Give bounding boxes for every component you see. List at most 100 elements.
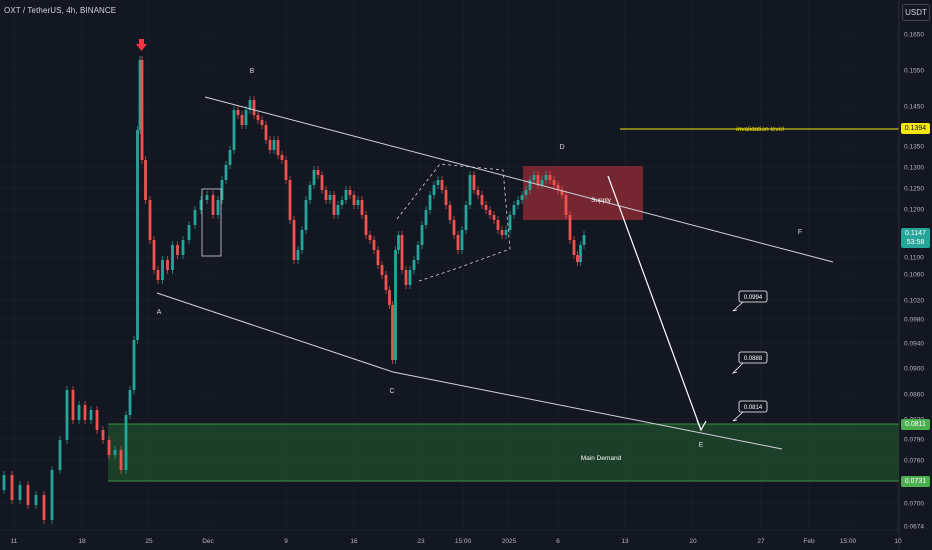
candle-body xyxy=(77,405,81,420)
candle-body xyxy=(288,180,292,220)
price-tick-label: 0.1020 xyxy=(904,298,924,305)
candle-body xyxy=(181,240,185,255)
candle-body xyxy=(412,260,416,270)
candle-body xyxy=(504,230,508,235)
candle-body xyxy=(140,60,144,160)
candle-body xyxy=(404,270,408,285)
zones xyxy=(108,166,899,482)
candle-body xyxy=(156,270,160,280)
candle-body xyxy=(252,100,256,115)
candle-body xyxy=(408,270,412,285)
candle-body xyxy=(328,195,332,200)
demand-zone xyxy=(108,424,899,481)
candle-body xyxy=(316,170,320,175)
candle-body xyxy=(484,205,488,210)
candle-body xyxy=(564,195,568,215)
time-tick-label: 6 xyxy=(556,538,560,545)
candle-body xyxy=(240,115,244,125)
time-tick-label: 10 xyxy=(894,538,902,545)
price-tick-label: 0.1650 xyxy=(904,32,924,39)
projection-arrow-head xyxy=(696,419,707,432)
candle-body xyxy=(536,175,540,185)
candle-body xyxy=(372,240,376,250)
target-1-label: 0.0994 xyxy=(744,295,763,301)
candle-body xyxy=(560,190,564,195)
candle-body xyxy=(397,235,400,250)
candle-body xyxy=(356,200,360,205)
consolidation-box xyxy=(201,188,222,257)
time-axis[interactable]: 11 18 25 Dec 9 16 23 15:00 2025 6 13 20 27 Feb 15:00 10 xyxy=(0,529,902,545)
peak-arrow-marker xyxy=(136,39,147,51)
candle-body xyxy=(340,200,344,205)
candle-body xyxy=(476,190,480,195)
currency-button[interactable]: USDT xyxy=(902,4,930,21)
candle-body xyxy=(552,180,556,185)
candle-body xyxy=(336,205,340,215)
candle-body xyxy=(388,290,391,305)
candle-body xyxy=(364,215,368,235)
candles xyxy=(2,56,586,524)
candle-body xyxy=(528,180,532,190)
wave-label-b: B xyxy=(250,68,255,75)
candle-body xyxy=(187,225,191,240)
candle-body xyxy=(216,200,220,215)
price-tick-label: 0.0980 xyxy=(904,317,924,324)
wave-label-f: F xyxy=(798,229,802,236)
time-tick-label: 20 xyxy=(689,538,697,545)
lower-trendline xyxy=(156,292,783,450)
time-tick-label: 25 xyxy=(145,538,153,545)
time-tick-label: 2025 xyxy=(502,538,517,545)
candle-body xyxy=(496,220,500,230)
candle-body xyxy=(176,245,179,255)
candle-body xyxy=(420,225,424,245)
candle-body xyxy=(211,195,215,215)
price-tick-label: 0.0674 xyxy=(904,524,924,531)
demand-bottom-price-tag: 0.0731 xyxy=(901,476,930,487)
time-tick-label: 9 xyxy=(284,538,288,545)
candle-body xyxy=(136,130,139,340)
candle-body xyxy=(579,245,582,262)
candle-body xyxy=(492,215,496,220)
target-callout-3: 0.0814 xyxy=(732,400,768,422)
candle-body xyxy=(464,205,468,230)
candle-body xyxy=(26,485,30,505)
price-axis[interactable]: 0.1650 0.1550 0.1450 0.1350 0.1300 0.1250 0.12… xyxy=(898,0,924,550)
time-tick-label: 13 xyxy=(621,538,629,545)
candle-body xyxy=(360,200,364,215)
candle-body xyxy=(352,195,356,205)
candle-body xyxy=(556,185,560,190)
candle-body xyxy=(292,220,296,260)
candle-body xyxy=(107,440,111,455)
candle-body xyxy=(532,175,536,180)
candle-body xyxy=(42,495,46,520)
time-tick-label: Dec xyxy=(202,538,214,545)
candle-body xyxy=(304,200,308,230)
candle-body xyxy=(280,155,284,160)
upper-trendline xyxy=(204,96,834,263)
candle-body xyxy=(89,410,93,420)
price-tick-label: 0.1100 xyxy=(904,255,924,262)
candle-body xyxy=(10,475,14,500)
price-tick-label: 0.0940 xyxy=(904,341,924,348)
time-tick-label: 16 xyxy=(350,538,358,545)
candle-body xyxy=(540,180,544,185)
price-tick-label: 0.1450 xyxy=(904,104,924,111)
candle-body xyxy=(508,215,512,230)
candle-body xyxy=(284,160,288,180)
time-tick-label: 15:00 xyxy=(455,538,472,545)
candle-body xyxy=(544,175,548,180)
candle-body xyxy=(18,485,22,500)
candle-body xyxy=(205,195,209,200)
target-callout-2: 0.0888 xyxy=(731,351,768,374)
candle-body xyxy=(332,195,336,215)
candle-body xyxy=(436,180,440,185)
candle-body xyxy=(424,210,428,225)
candle-body xyxy=(71,390,75,420)
candle-body xyxy=(171,245,174,270)
price-tick-label: 0.1250 xyxy=(904,186,924,193)
last-price-tag: 0.1147 53:58 xyxy=(901,228,930,248)
candle-body xyxy=(276,140,280,155)
candle-body xyxy=(576,255,579,262)
time-tick-label: 18 xyxy=(78,538,86,545)
